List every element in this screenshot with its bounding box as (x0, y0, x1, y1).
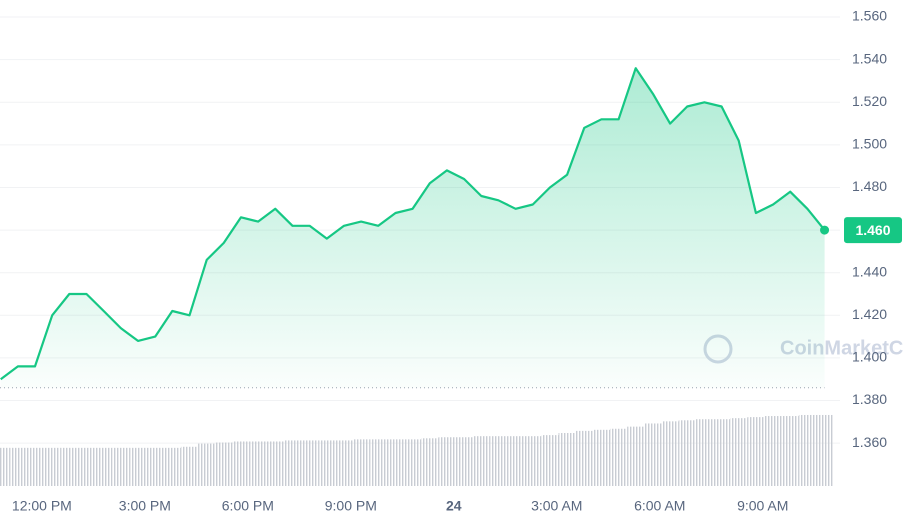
y-tick-label: 1.380 (852, 391, 887, 407)
volume-bar (283, 440, 302, 486)
price-badge (844, 217, 902, 244)
volume-bar (472, 436, 490, 486)
volume-bar (575, 430, 593, 486)
x-tick-label: 24 (446, 498, 462, 514)
x-tick-label: 6:00 AM (634, 498, 685, 514)
y-tick-label: 1.500 (852, 136, 887, 152)
volume-bar (798, 414, 816, 486)
volume-bar (695, 419, 713, 486)
volume-bar (524, 436, 542, 486)
volume-bar (627, 426, 645, 486)
volume-bar (215, 442, 233, 486)
volume-bar (318, 440, 336, 486)
volume-bar (507, 436, 525, 486)
price-line (0, 67, 826, 381)
x-tick-label: 9:00 AM (737, 498, 788, 514)
y-tick-label: 1.360 (852, 434, 887, 450)
volume-bar (198, 443, 216, 486)
volume-bar (180, 446, 199, 486)
volume-bar (0, 447, 10, 486)
volume-bar (815, 414, 834, 486)
x-tick-label: 9:00 PM (325, 498, 377, 514)
volume-bar (95, 447, 113, 486)
y-tick-label: 1.480 (852, 178, 887, 194)
volume-bar (404, 439, 422, 486)
last-point (820, 225, 830, 235)
volume-bar (781, 416, 799, 486)
volume-bar (232, 441, 250, 486)
x-tick-label: 6:00 PM (222, 498, 274, 514)
volume-bar (163, 447, 181, 486)
volume-bar (489, 436, 508, 486)
volume-bar (558, 433, 576, 486)
volume-bar (661, 421, 679, 486)
y-tick-label: 1.540 (852, 50, 887, 66)
y-tick-label: 1.400 (852, 349, 887, 365)
volume-bar (455, 437, 473, 486)
volume-bar (249, 441, 267, 486)
volume-bar (438, 437, 456, 486)
y-tick-label: 1.420 (852, 306, 887, 322)
volume-bar (712, 419, 731, 486)
price-badge-label: 1.460 (855, 222, 890, 238)
volume-bar (112, 447, 130, 486)
y-tick-label: 1.440 (852, 263, 887, 279)
volume-bar (146, 447, 164, 486)
volume-bar (369, 439, 387, 486)
x-tick-label: 12:00 PM (12, 498, 72, 514)
volume-bar (541, 435, 559, 486)
volume-bar (9, 447, 27, 486)
volume-bar (77, 447, 96, 486)
volume-bar (335, 440, 353, 486)
x-tick-label: 3:00 AM (531, 498, 582, 514)
y-tick-label: 1.520 (852, 93, 887, 109)
volume-bar (386, 439, 405, 486)
volume-bar (60, 447, 78, 486)
y-tick-label: 1.560 (852, 8, 887, 24)
volume-bar (610, 428, 628, 486)
volume-bar (730, 418, 748, 486)
volume-bar (421, 438, 439, 486)
volume-bar (129, 447, 147, 486)
volume-bar (764, 416, 782, 486)
volume-bar (592, 429, 611, 486)
volume-bar (26, 447, 44, 486)
volume-bar (43, 447, 61, 486)
volume-bar (678, 420, 696, 486)
volume-bar (644, 423, 662, 486)
volume-bar (266, 441, 284, 486)
volume-bar (352, 439, 370, 486)
volume-bar (747, 417, 765, 486)
x-tick-label: 3:00 PM (119, 498, 171, 514)
price-area (0, 68, 825, 388)
volume-bar (301, 440, 319, 486)
